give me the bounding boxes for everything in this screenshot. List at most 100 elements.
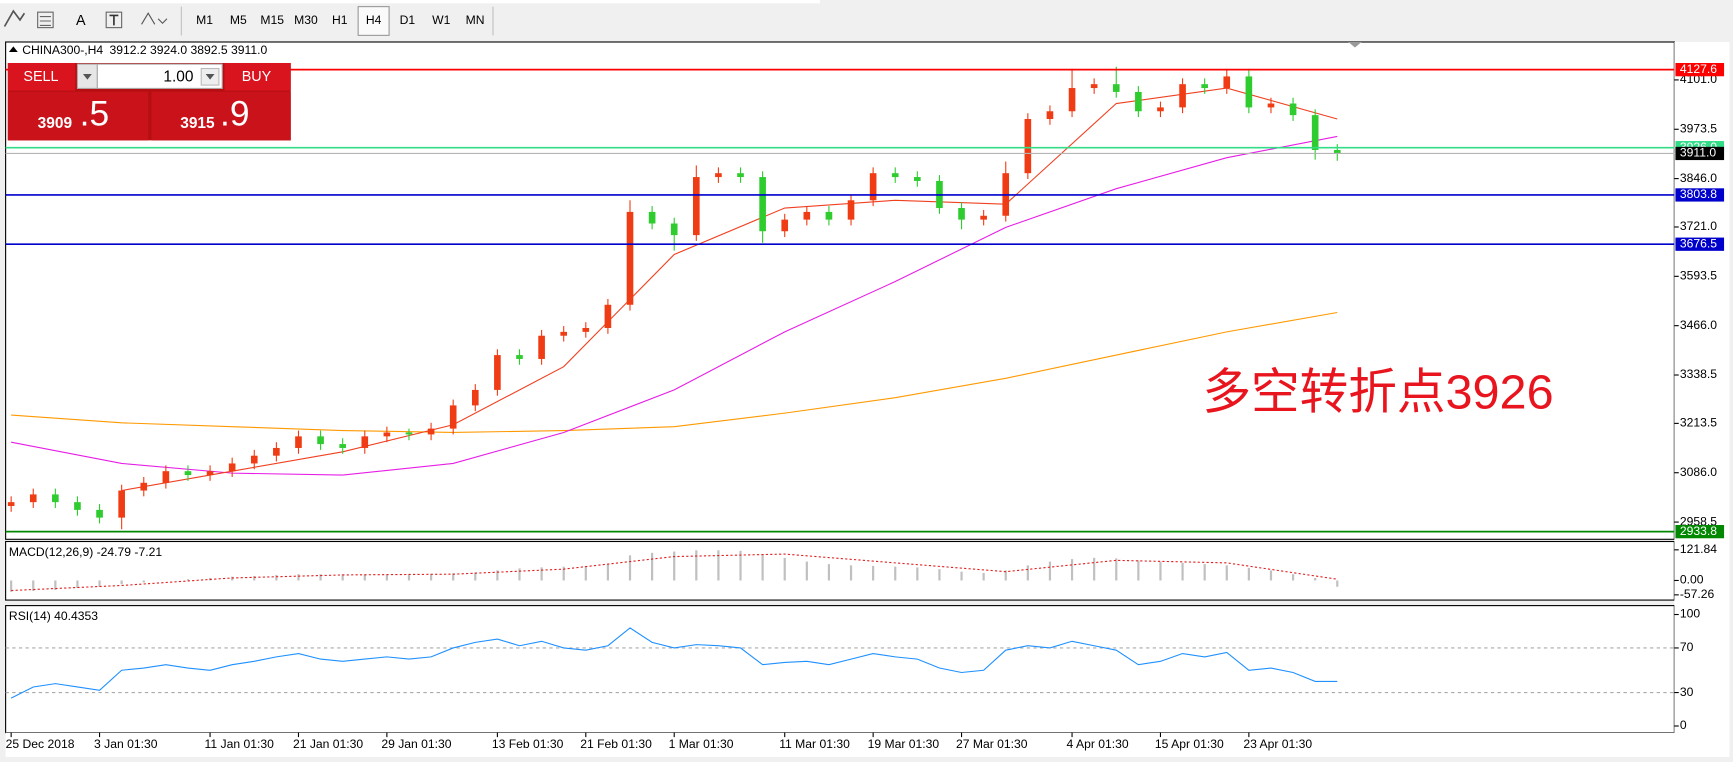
fib-tool-icon[interactable]: [37, 11, 54, 29]
y-tick-label: 3846.0: [1680, 171, 1717, 185]
candle-body: [29, 494, 37, 503]
label-tool-glyph: [109, 14, 119, 26]
chart-tool-icon[interactable]: [3, 9, 26, 27]
candle-body: [1090, 84, 1098, 89]
candle-body: [250, 455, 258, 464]
candle-body: [1046, 111, 1054, 120]
candle-body: [670, 223, 678, 236]
candle-body: [560, 331, 568, 336]
buy-price-box[interactable]: [151, 91, 291, 141]
candle-body: [427, 428, 435, 435]
candle-body: [1024, 119, 1032, 174]
candle-body: [74, 502, 81, 510]
x-tick-label: 11 Mar 01:30: [779, 737, 850, 751]
moving-average: [11, 311, 1338, 434]
timeframe-button[interactable]: D1: [400, 13, 416, 27]
x-tick-label: 19 Mar 01:30: [868, 737, 940, 751]
macd-pane: [5, 540, 1675, 601]
x-tick-label: 25 Dec 2018: [6, 737, 75, 751]
toolbar: A M1 M5 M15 M30 H1 H4 D1 W1 MN: [3, 6, 494, 36]
time-scale: [5, 732, 1730, 757]
candle-body: [1311, 115, 1319, 150]
candle-body: [1112, 84, 1120, 92]
candle-body: [494, 355, 501, 390]
candle-body: [715, 173, 722, 178]
x-tick-label: 1 Mar 01:30: [669, 737, 734, 751]
price-tag: [1675, 525, 1725, 539]
timeframe-button[interactable]: M30: [294, 13, 318, 27]
sell-price-big[interactable]: .5: [80, 94, 110, 133]
timeframe-button[interactable]: H1: [332, 13, 348, 27]
rsi-y-tick-label: 0: [1680, 718, 1687, 732]
buy-label[interactable]: BUY: [242, 69, 272, 85]
top-strip: [0, 0, 821, 4]
dropdown-arrow: [205, 74, 215, 80]
sell-price-main[interactable]: 3909: [38, 115, 73, 132]
y-tick-label: 3338.5: [1680, 367, 1717, 381]
shift-marker: [1348, 41, 1362, 48]
ohlc-text: 3912.2 3924.0 3892.5 3911.0: [110, 43, 268, 57]
candle-body: [582, 327, 590, 332]
current-price-label: 3911.0: [1680, 146, 1716, 160]
price-tag: [1675, 237, 1725, 251]
candle-body: [1223, 76, 1231, 89]
collapse-icon: [8, 46, 18, 52]
timeframe-button[interactable]: M1: [196, 13, 213, 27]
macd-y-tick-label: 121.84: [1680, 542, 1717, 556]
candle-body: [339, 444, 346, 448]
timeframe-button[interactable]: M15: [260, 13, 284, 27]
candle-body: [891, 173, 899, 178]
y-tick-label: 2958.5: [1680, 514, 1717, 528]
lot-value[interactable]: 1.00: [163, 68, 193, 85]
candle-body: [958, 208, 965, 220]
x-tick-label: 15 Apr 01:30: [1155, 737, 1224, 751]
candle-body: [825, 211, 833, 220]
buy-price-big[interactable]: .9: [220, 94, 249, 133]
sell-button[interactable]: [7, 62, 76, 91]
plot: [5, 66, 1675, 533]
rsi-pane: [5, 605, 1675, 734]
candle-body: [184, 471, 192, 476]
one-click-trading: SELL 1.00 BUY 3909 .5 3915 .9: [7, 62, 291, 141]
candle-body: [803, 211, 811, 220]
timeframe-button[interactable]: W1: [432, 13, 450, 27]
sell-price-box[interactable]: [7, 91, 149, 141]
text-tool[interactable]: A: [76, 13, 86, 29]
candle-body: [980, 215, 987, 220]
candle-body: [604, 304, 612, 328]
moving-average: [121, 87, 1338, 492]
sell-label[interactable]: SELL: [23, 69, 58, 85]
candle-body: [869, 173, 877, 201]
rsi-y-tick-label: 30: [1680, 685, 1694, 699]
candle-body: [1201, 84, 1208, 89]
fib-lines: [39, 16, 51, 26]
timeframe-button[interactable]: H4: [366, 13, 382, 27]
spinner-arrow: [82, 74, 92, 80]
y-tick-label: 3593.5: [1680, 269, 1717, 283]
y-tick-label: 3973.5: [1680, 121, 1717, 135]
candle-body: [1157, 107, 1164, 112]
x-tick-label: 11 Jan 01:30: [205, 737, 275, 751]
candle-body: [847, 200, 855, 220]
candle-body: [96, 509, 103, 518]
y-tick-label: 3466.0: [1680, 318, 1717, 332]
timeframe-button[interactable]: MN: [466, 13, 485, 27]
current-price-tag: [1675, 146, 1725, 161]
timeframe-button[interactable]: M5: [230, 13, 247, 27]
symbol-label: CHINA300-,H4: [22, 43, 103, 57]
price-tag-label: 3676.5: [1680, 236, 1717, 250]
buy-price-main[interactable]: 3915: [180, 115, 215, 132]
shapes-menu-icon[interactable]: [141, 12, 168, 25]
candle-body: [206, 471, 214, 476]
candle-body: [648, 211, 656, 224]
x-tick-label: 21 Feb 01:30: [580, 737, 652, 751]
candle-body: [1245, 76, 1253, 108]
candle-body: [1135, 91, 1142, 112]
label-tool-icon[interactable]: [105, 11, 123, 29]
candle-body: [1179, 84, 1186, 108]
buy-button[interactable]: [224, 62, 291, 91]
candle-body: [317, 436, 324, 445]
candle-body: [162, 471, 170, 483]
candle-body: [1333, 149, 1341, 154]
